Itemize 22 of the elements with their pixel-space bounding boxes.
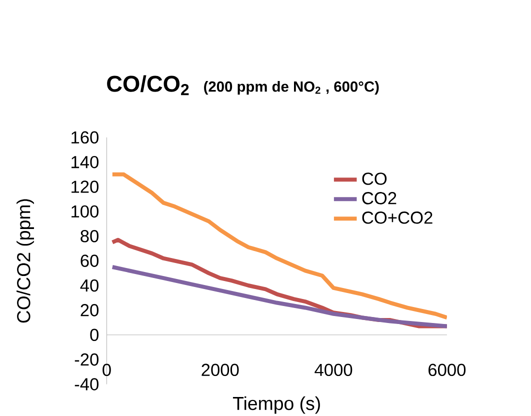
y-axis-title: CO/CO2 (ppm): [16, 199, 34, 323]
chart-subtitle: (200 ppm de NO$_{2}$ , 600°C): [204, 80, 379, 95]
x-tick-label: 6000: [428, 364, 466, 376]
y-tick-label: 20: [80, 304, 99, 316]
x-tick-label: 0: [102, 364, 111, 376]
y-tick-label: 140: [72, 156, 98, 168]
y-tick-label: 160: [72, 131, 98, 144]
legend-label: CO2: [362, 192, 396, 204]
legend-label: CO: [362, 172, 387, 185]
y-tick-label: -40: [74, 378, 99, 390]
x-axis-title: Tiempo (s): [232, 396, 320, 414]
x-tick-label: 2000: [202, 364, 239, 376]
x-tick-label: 4000: [314, 364, 352, 376]
y-tick-label: 80: [80, 230, 99, 242]
y-tick-label: 0: [90, 328, 99, 341]
legend-label: CO+CO2: [362, 211, 432, 224]
y-tick-label: 40: [80, 279, 99, 292]
chart-title: CO/CO$_{2}$: [107, 75, 189, 95]
y-tick-label: -20: [74, 353, 99, 366]
y-tick-label: 120: [72, 180, 98, 193]
y-tick-label: 100: [72, 205, 98, 218]
y-tick-label: 60: [80, 254, 99, 267]
